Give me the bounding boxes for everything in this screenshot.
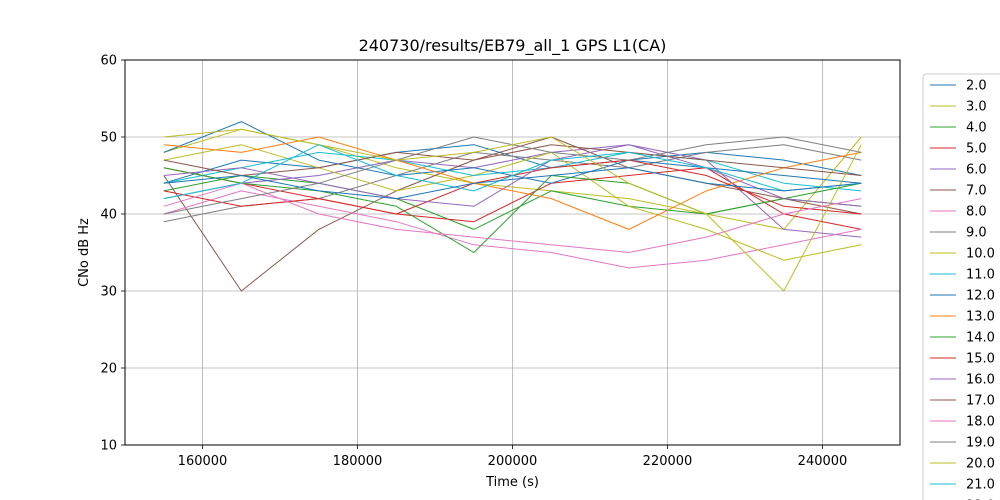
x-tick-label: 200000 <box>488 454 538 469</box>
y-tick-label: 60 <box>100 54 117 69</box>
y-axis-label: CNo dB Hz <box>77 218 92 287</box>
legend-label: 11.0 <box>966 268 995 283</box>
x-axis-label: Time (s) <box>485 475 539 490</box>
y-tick-label: 10 <box>100 439 117 454</box>
legend-label: 12.0 <box>966 289 995 304</box>
legend-label: 16.0 <box>966 373 995 388</box>
series-line-18.0 <box>163 182 862 253</box>
series-line-14.0 <box>163 167 862 253</box>
series-lines <box>163 121 862 292</box>
y-tick-label: 50 <box>100 131 117 146</box>
series-line-21.0 <box>163 144 862 200</box>
x-tick-label: 180000 <box>333 454 383 469</box>
legend: 2.0 3.0 4.0 5.0 6.0 7.0 8.0 9.0 10.0 11.0 12.0 13.0… <box>922 73 1000 500</box>
series-line-17.0 <box>163 144 862 176</box>
y-tick-label: 20 <box>100 362 117 377</box>
legend-label: 6.0 <box>966 163 987 178</box>
legend-label: 20.0 <box>966 457 995 472</box>
legend-label: 15.0 <box>966 352 995 367</box>
x-axis-ticks: 160000 180000 200000 220000 240000 <box>178 445 848 469</box>
y-tick-label: 30 <box>100 285 117 300</box>
series-line-10.0 <box>163 144 862 261</box>
legend-label: 2.0 <box>966 79 987 94</box>
series-line-16.0 <box>163 144 862 207</box>
legend-box <box>922 73 1000 500</box>
series-line-20.0 <box>163 128 862 292</box>
legend-label: 18.0 <box>966 415 995 430</box>
legend-label: 4.0 <box>966 121 987 136</box>
plot-area <box>163 121 862 292</box>
legend-label: 13.0 <box>966 310 995 325</box>
legend-label: 7.0 <box>966 184 987 199</box>
x-tick-label: 240000 <box>798 454 848 469</box>
x-tick-label: 160000 <box>178 454 228 469</box>
legend-label: 3.0 <box>966 100 987 115</box>
legend-label: 19.0 <box>966 436 995 451</box>
legend-label: 5.0 <box>966 142 987 157</box>
x-tick-label: 220000 <box>643 454 693 469</box>
legend-label: 17.0 <box>966 394 995 409</box>
legend-label: 9.0 <box>966 226 987 241</box>
series-line-22.0 <box>163 167 862 200</box>
y-axis-ticks: 10 20 30 40 50 60 <box>100 54 125 454</box>
chart-title: 240730/results/EB79_all_1 GPS L1(CA) <box>359 36 667 56</box>
legend-label: 8.0 <box>966 205 987 220</box>
legend-label: 14.0 <box>966 331 995 346</box>
y-tick-label: 40 <box>100 208 117 223</box>
series-line-6.0 <box>163 144 862 238</box>
legend-label: 22.0 <box>966 499 995 500</box>
legend-label: 10.0 <box>966 247 995 262</box>
legend-label: 21.0 <box>966 478 995 493</box>
